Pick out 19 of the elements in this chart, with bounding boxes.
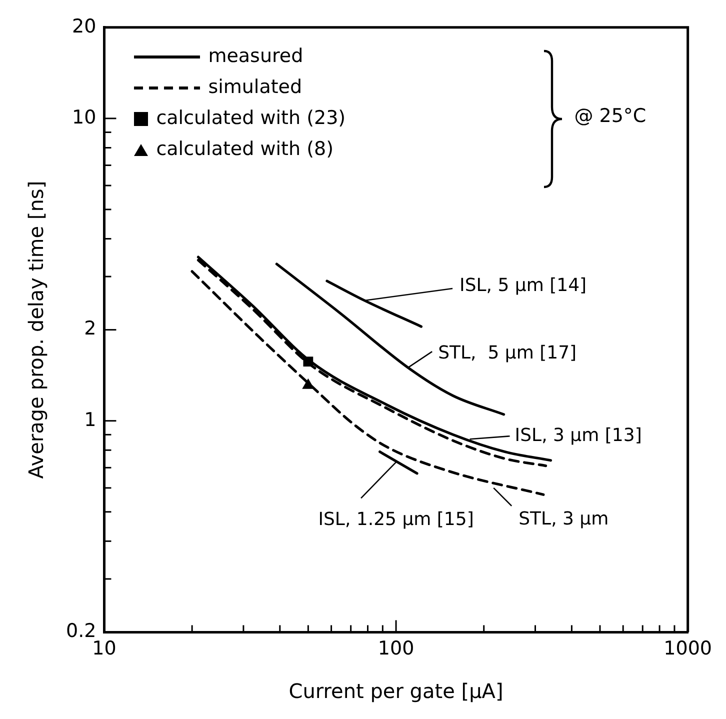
y-tick-label: 1 [84, 408, 96, 431]
y-tick-label: 20 [72, 15, 96, 38]
annotation: STL, 3 µm [518, 508, 609, 530]
y-axis-title: Average prop. delay time [ns] [24, 180, 48, 479]
legend-label: measured [208, 44, 304, 70]
x-tick-label: 100 [378, 638, 414, 660]
x-tick-label: 1000 [664, 638, 712, 660]
annotation: ISL, 1.25 µm [15] [318, 508, 474, 530]
annotation: ISL, 5 µm [14] [460, 275, 587, 296]
legend-label: calculated with (23) [156, 106, 346, 132]
annotation: STL, 5 µm [17] [438, 342, 577, 364]
y-tick-label: 10 [72, 106, 96, 128]
x-axis-title: Current per gate [µA] [288, 679, 504, 704]
annotation: ISL, 3 µm [13] [514, 424, 642, 446]
annotation: @ 25°C [574, 105, 646, 128]
y-tick-label: 2 [84, 318, 96, 340]
legend-label: simulated [208, 75, 302, 100]
y-tick-label: 0.2 [66, 620, 96, 642]
legend-label: calculated with (8) [156, 137, 334, 162]
